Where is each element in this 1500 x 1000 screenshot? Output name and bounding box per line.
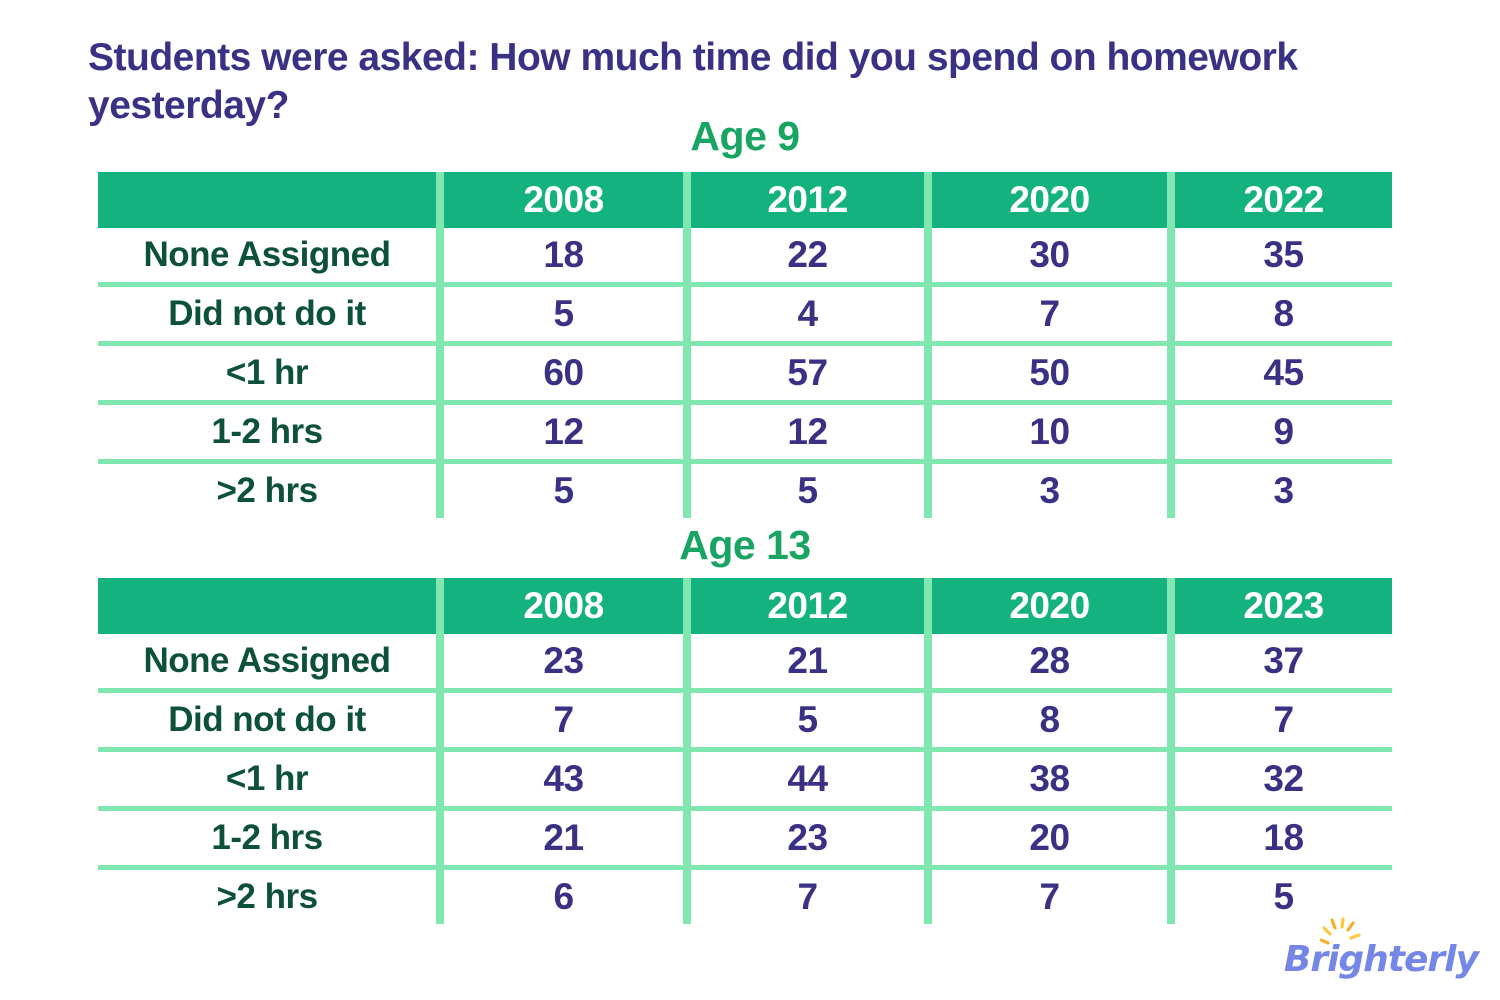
age-9-heading: Age 9 [690,113,800,159]
value-cell: 44 [683,749,928,811]
value-cell: 35 [1167,228,1392,287]
age-9-table: 2008 2012 2020 2022 None Assigned 18 22 … [98,172,1392,518]
table-row: <1 hr 60 57 50 45 [98,343,1392,405]
row-label-cell: <1 hr [98,343,440,405]
table-row: >2 hrs 6 7 7 5 [98,867,1392,924]
year-header-cell: 2008 [436,172,687,228]
brighterly-logo: Brighterly [1283,917,1479,988]
row-label-cell: >2 hrs [216,471,318,510]
value-cell: 3 [924,461,1171,518]
table-row: 1-2 hrs 21 23 20 18 [98,808,1392,870]
table-row: 1-2 hrs 12 12 10 9 [98,402,1392,464]
value-cell: 7 [683,867,928,924]
value-cell: 9 [1167,402,1392,464]
row-label-cell: 1-2 hrs [98,402,440,464]
value-cell: 57 [683,343,928,405]
value-cell: 8 [1167,284,1392,346]
age-13-header-row: 2008 2012 2020 2023 [98,578,1392,634]
value-cell: 30 [924,228,1171,287]
value-cell: 8 [924,690,1171,752]
year-header-cell: 2020 [924,578,1171,634]
row-label-cell: Did not do it [98,690,440,752]
empty-corner-cell [98,578,440,634]
value-cell: 43 [436,749,687,811]
age-9-header-row: 2008 2012 2020 2022 [98,172,1392,228]
value-cell: 23 [683,808,928,870]
table-row: None Assigned 18 22 30 35 [98,228,1392,287]
value-cell: 22 [683,228,928,287]
age-13-heading: Age 13 [679,522,811,568]
value-cell: 21 [683,634,928,693]
year-header-cell: 2012 [683,172,928,228]
table-row: None Assigned 23 21 28 37 [98,634,1392,693]
value-cell: 21 [436,808,687,870]
value-cell: 4 [683,284,928,346]
value-cell: 10 [924,402,1171,464]
value-cell: 3 [1167,461,1392,518]
year-header-cell: 2020 [924,172,1171,228]
empty-corner-cell [98,172,440,228]
row-label-cell: Did not do it [98,284,440,346]
value-cell: 37 [1167,634,1392,693]
value-cell: 12 [436,402,687,464]
value-cell: 18 [1167,808,1392,870]
row-label-cell: 1-2 hrs [98,808,440,870]
year-header-cell: 2008 [436,578,687,634]
value-cell: 20 [924,808,1171,870]
value-cell: 23 [436,634,687,693]
year-header-cell: 2022 [1167,172,1392,228]
value-cell: 5 [436,461,687,518]
value-cell: 45 [1167,343,1392,405]
value-cell: 50 [924,343,1171,405]
year-header-cell: 2012 [683,578,928,634]
table-row: >2 hrs 5 5 3 3 [98,461,1392,518]
brighterly-logo-text: Brighterly [1283,939,1479,980]
row-label-cell: None Assigned [98,634,440,693]
value-cell: 7 [436,690,687,752]
value-cell: 12 [683,402,928,464]
row-label-cell: <1 hr [98,749,440,811]
table-row: <1 hr 43 44 38 32 [98,749,1392,811]
value-cell: 7 [924,284,1171,346]
value-cell: 38 [924,749,1171,811]
value-cell: 28 [924,634,1171,693]
value-cell: 18 [436,228,687,287]
sun-rays-icon [1319,917,1361,945]
page-title: Students were asked: How much time did y… [88,36,1298,128]
value-cell: 5 [1167,867,1392,924]
year-header-cell: 2023 [1167,578,1392,634]
value-cell: 7 [924,867,1171,924]
row-label-cell: None Assigned [98,228,440,287]
value-cell: 5 [683,690,928,752]
value-cell: 5 [436,284,687,346]
value-cell: 32 [1167,749,1392,811]
value-cell: 6 [436,867,687,924]
value-cell: 5 [683,461,928,518]
value-cell: 7 [1167,690,1392,752]
value-cell: 60 [436,343,687,405]
row-label-cell: >2 hrs [216,877,318,916]
table-row: Did not do it 5 4 7 8 [98,284,1392,346]
table-row: Did not do it 7 5 8 7 [98,690,1392,752]
age-13-table: 2008 2012 2020 2023 None Assigned 23 21 … [98,578,1392,924]
